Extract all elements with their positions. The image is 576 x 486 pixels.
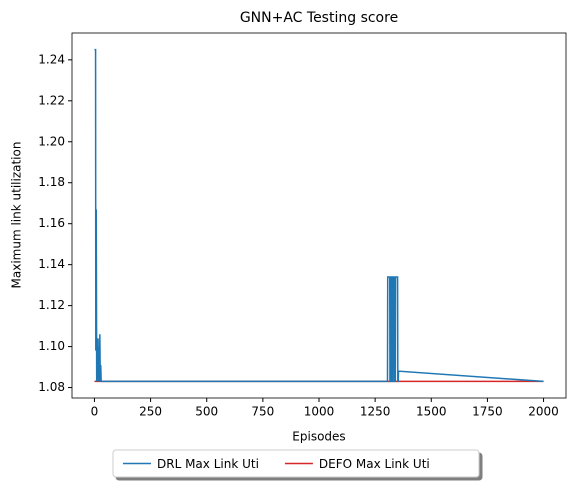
x-tick-label: 1750	[472, 405, 503, 419]
y-tick-label: 1.14	[38, 257, 65, 271]
y-tick-label: 1.18	[38, 175, 65, 189]
x-tick-label: 250	[139, 405, 162, 419]
legend: DRL Max Link Uti DEFO Max Link Uti	[112, 449, 480, 478]
x-tick-label: 0	[91, 405, 99, 419]
y-tick-label: 1.10	[38, 339, 65, 353]
y-axis-label: Maximum link utilization	[10, 142, 24, 289]
x-tick-label: 1000	[304, 405, 335, 419]
y-tick-label: 1.22	[38, 93, 65, 107]
data-line	[94, 48, 544, 383]
y-tick-label: 1.20	[38, 134, 65, 148]
y-tick-label: 1.08	[38, 380, 65, 394]
x-tick-label: 750	[251, 405, 274, 419]
x-tick-label: 1500	[416, 405, 447, 419]
x-tick-label: 500	[195, 405, 218, 419]
legend-label: DEFO Max Link Uti	[319, 457, 430, 471]
plot-frame	[71, 32, 567, 399]
y-tick-label: 1.16	[38, 216, 65, 230]
x-axis-label: Episodes	[292, 430, 345, 444]
x-tick-label: 2000	[528, 405, 559, 419]
y-tick-label: 1.24	[38, 52, 65, 66]
legend-label: DRL Max Link Uti	[157, 457, 259, 471]
y-tick-label: 1.12	[38, 298, 65, 312]
chart-title: GNN+AC Testing score	[240, 10, 398, 26]
x-tick-label: 1250	[360, 405, 391, 419]
